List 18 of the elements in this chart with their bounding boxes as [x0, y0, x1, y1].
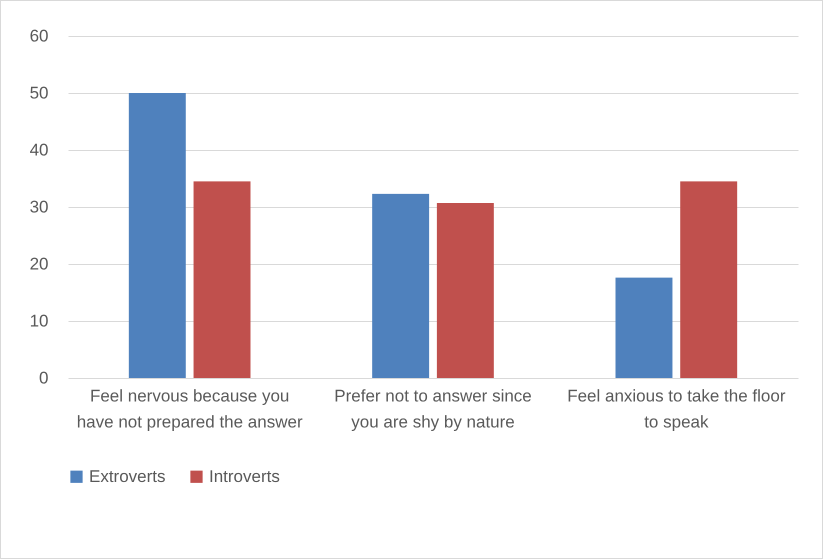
- bar: [128, 93, 186, 378]
- y-tick-label: 30: [30, 198, 48, 216]
- bar: [372, 194, 430, 378]
- y-tick-label: 40: [30, 140, 48, 160]
- x-tick-label: Prefer not to answer since you are shy by nature: [334, 386, 532, 432]
- legend-label: Introverts: [209, 466, 280, 486]
- bar: [616, 278, 672, 378]
- x-tick-label: Feel anxious to take the floor to speak: [567, 386, 786, 432]
- legend-label: Extroverts: [89, 466, 166, 486]
- bar: [436, 203, 494, 378]
- y-tick-label: 10: [30, 312, 48, 330]
- bar: [680, 181, 738, 378]
- y-tick-label: 20: [30, 254, 48, 274]
- x-tick-label: Feel nervous because you have not prepared the answer: [76, 386, 303, 432]
- bar: [194, 181, 250, 378]
- y-tick-label: 50: [30, 84, 48, 102]
- y-tick-label: 60: [30, 26, 48, 46]
- y-tick-label: 0: [39, 368, 48, 388]
